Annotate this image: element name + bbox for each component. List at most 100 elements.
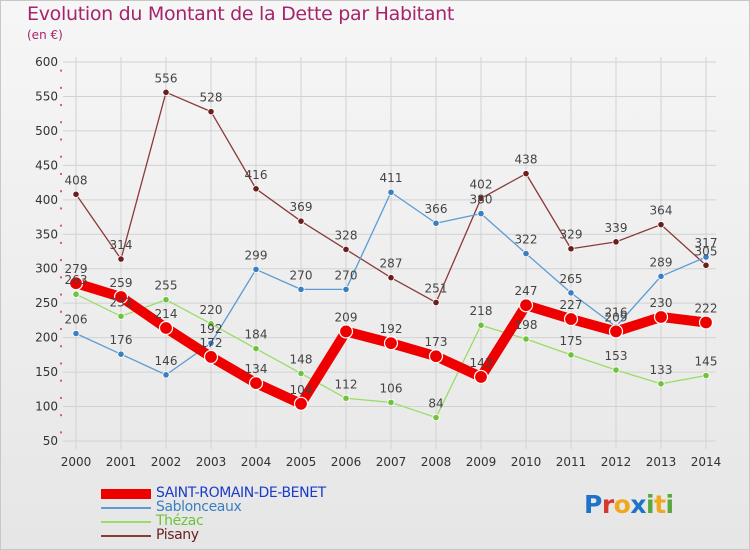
data-point (612, 366, 620, 374)
data-point (342, 285, 350, 293)
x-tick-label: 2011 (556, 455, 587, 469)
data-label: 192 (200, 322, 223, 336)
x-tick-label: 2009 (466, 455, 497, 469)
y-tick-label: 400 (35, 193, 58, 207)
data-label: 222 (695, 301, 718, 315)
data-point (117, 312, 125, 320)
data-label: 408 (65, 173, 88, 187)
x-tick-label: 2014 (691, 455, 722, 469)
data-label: 198 (515, 318, 538, 332)
data-point (338, 324, 354, 339)
data-label: 230 (650, 296, 673, 310)
data-label: 173 (425, 335, 448, 349)
data-point (432, 219, 440, 227)
data-point (657, 380, 665, 388)
data-point (563, 311, 579, 327)
data-label: 259 (110, 276, 133, 290)
data-label: 416 (245, 168, 268, 182)
logo-letter: P (584, 490, 602, 519)
data-label: 279 (65, 262, 88, 276)
data-point (432, 298, 440, 307)
data-point (117, 255, 125, 263)
data-label: 263 (65, 273, 88, 287)
data-label: 255 (155, 279, 178, 293)
data-point (248, 376, 264, 391)
logo-letter: t (654, 490, 666, 519)
data-label: 220 (200, 303, 223, 317)
x-tick-label: 2007 (376, 455, 407, 469)
data-point (657, 221, 665, 229)
data-point (567, 351, 575, 359)
data-label: 270 (290, 268, 313, 282)
data-label: 133 (650, 363, 673, 377)
chart-legend: SAINT-ROMAIN-DE-BENET Sablonceaux Thézac… (101, 485, 361, 544)
data-label: 556 (155, 71, 178, 85)
data-label: 231 (110, 295, 133, 309)
data-label: 528 (200, 91, 223, 105)
logo-letter: r (601, 490, 614, 519)
data-label: 209 (605, 310, 628, 324)
x-tick-label: 2012 (601, 455, 632, 469)
y-tick-label: 250 (35, 296, 58, 310)
data-label: 218 (470, 304, 493, 318)
data-point (207, 108, 215, 116)
data-point (522, 170, 530, 178)
data-point (567, 289, 575, 297)
data-point (252, 265, 260, 274)
legend-swatch-thezac (101, 521, 151, 523)
legend-item-saint-romain: SAINT-ROMAIN-DE-BENET (101, 485, 361, 502)
logo-letter: o (613, 490, 631, 519)
data-point (612, 238, 620, 246)
data-point (293, 396, 309, 411)
legend-swatch-sablonceaux (101, 507, 151, 509)
y-tick-label: 600 (35, 55, 58, 69)
data-label: 143 (470, 356, 493, 370)
data-label: 317 (695, 236, 718, 250)
y-tick-label: 450 (35, 158, 58, 172)
data-label: 366 (425, 202, 448, 216)
y-tick-label: 350 (35, 227, 58, 241)
data-point (432, 413, 440, 422)
data-point (297, 285, 305, 293)
data-label: 106 (380, 381, 403, 395)
data-point (203, 349, 219, 365)
data-label: 251 (425, 281, 448, 295)
data-point (72, 190, 80, 198)
y-tick-label: 550 (35, 89, 58, 103)
x-tick-label: 2008 (421, 455, 452, 469)
legend-label-sablonceaux: Sablonceaux (156, 499, 242, 515)
data-label: 305 (695, 244, 718, 258)
x-tick-label: 2003 (196, 455, 227, 469)
data-point (342, 245, 350, 254)
x-tick-label: 2010 (511, 455, 542, 469)
data-label: 270 (335, 268, 358, 282)
data-point (518, 298, 534, 313)
data-label: 146 (155, 354, 178, 368)
data-label: 209 (335, 310, 358, 324)
x-tick-label: 2000 (61, 455, 92, 469)
data-label: 184 (245, 328, 268, 342)
data-point (383, 336, 399, 351)
data-point (387, 188, 395, 196)
data-label: 176 (110, 333, 133, 347)
data-point (252, 345, 260, 353)
data-label: 299 (245, 248, 268, 262)
data-point (162, 88, 170, 96)
data-point (477, 321, 485, 329)
data-point (113, 289, 129, 305)
data-label: 380 (470, 193, 493, 207)
proxiti-logo: Proxiti (584, 490, 674, 519)
data-point (522, 335, 530, 343)
y-tick-label: 50 (43, 434, 58, 448)
data-label: 192 (380, 322, 403, 336)
data-label: 104 (290, 383, 313, 397)
data-label: 289 (650, 255, 673, 269)
data-point (207, 320, 215, 328)
data-point (702, 253, 710, 261)
legend-label-saint-romain: SAINT-ROMAIN-DE-BENET (156, 485, 326, 501)
data-point (477, 210, 485, 218)
data-point (698, 315, 714, 330)
x-tick-label: 2013 (646, 455, 677, 469)
data-label: 329 (560, 228, 583, 242)
